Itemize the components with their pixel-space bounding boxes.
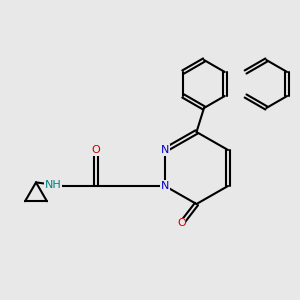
Text: O: O — [92, 145, 100, 155]
Text: O: O — [177, 218, 186, 229]
Text: NH: NH — [45, 180, 61, 190]
Text: N: N — [161, 145, 169, 155]
Text: N: N — [161, 181, 169, 191]
